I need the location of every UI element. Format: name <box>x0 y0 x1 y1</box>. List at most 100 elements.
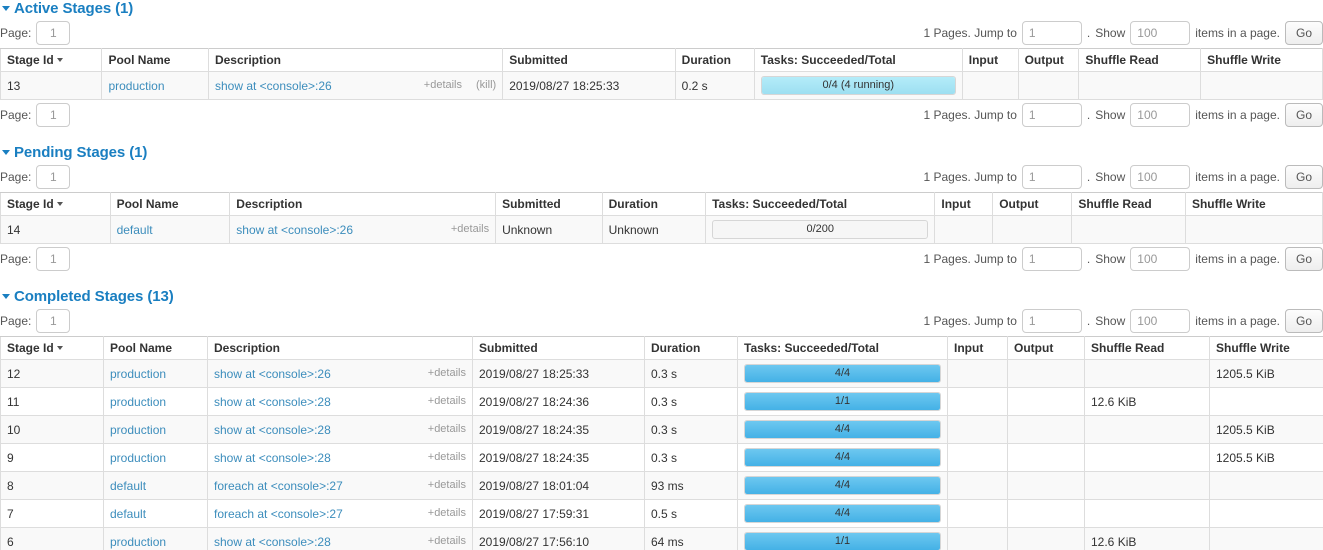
cell-description: +details foreach at <console>:27 <box>207 471 473 500</box>
column-header-submitted[interactable]: Submitted <box>495 192 603 216</box>
stage-description-link[interactable]: show at <console>:26 <box>236 222 354 237</box>
pool-name-link[interactable]: production <box>110 366 167 381</box>
column-header-tasks-succeeded-total[interactable]: Tasks: Succeeded/Total <box>737 336 948 360</box>
cell-shuffle-read: 12.6 KiB <box>1084 387 1210 416</box>
details-toggle[interactable]: +details <box>427 366 466 379</box>
page-number-input[interactable] <box>36 309 71 333</box>
jump-to-input[interactable] <box>1021 309 1082 333</box>
stage-description-link[interactable]: show at <console>:28 <box>214 534 331 549</box>
jump-to-input[interactable] <box>1021 103 1082 127</box>
column-header-description[interactable]: Description <box>207 48 504 72</box>
details-toggle[interactable]: +details <box>427 394 466 407</box>
details-toggle[interactable]: +details <box>427 478 466 491</box>
column-header-input[interactable]: Input <box>961 48 1019 72</box>
column-header-description[interactable]: Description <box>207 336 473 360</box>
details-toggle[interactable]: +details <box>427 506 466 519</box>
details-toggle[interactable]: +details <box>427 534 466 547</box>
table-row: 13 production (kill) +details show at <conso… <box>0 71 1323 100</box>
column-header-shuffle-read[interactable]: Shuffle Read <box>1078 48 1202 72</box>
jump-to-input[interactable] <box>1021 165 1082 189</box>
page-number-input[interactable] <box>36 103 71 127</box>
section-header-active[interactable]: Active Stages (1) <box>0 0 1323 18</box>
stage-description-link[interactable]: show at <console>:28 <box>214 450 331 465</box>
task-progress-fill <box>761 77 955 94</box>
cell-shuffle-write <box>1209 471 1323 500</box>
details-toggle[interactable]: +details <box>450 222 490 235</box>
items-per-page-input[interactable] <box>1130 165 1191 189</box>
pool-name-link[interactable]: production <box>110 534 167 549</box>
items-per-page-input[interactable] <box>1130 309 1191 333</box>
column-header-stage-id[interactable]: Stage Id <box>0 336 104 360</box>
pool-name-link[interactable]: default <box>116 222 153 237</box>
stage-description-link[interactable]: foreach at <console>:27 <box>214 506 343 521</box>
column-header-tasks-succeeded-total[interactable]: Tasks: Succeeded/Total <box>753 48 963 72</box>
page-number-input[interactable] <box>36 247 71 271</box>
stage-description-link[interactable]: show at <console>:26 <box>214 366 331 381</box>
column-header-stage-id[interactable]: Stage Id <box>0 48 103 72</box>
go-button[interactable]: Go <box>1284 247 1323 271</box>
column-header-shuffle-write[interactable]: Shuffle Write <box>1200 48 1323 72</box>
column-header-shuffle-write[interactable]: Shuffle Write <box>1209 336 1323 360</box>
cell-tasks-progress: 4/4 <box>737 471 948 500</box>
page-label: Page: <box>0 314 32 328</box>
section-header-completed[interactable]: Completed Stages (13) <box>0 288 1323 306</box>
stage-description-link[interactable]: foreach at <console>:27 <box>214 478 343 493</box>
column-header-output[interactable]: Output <box>992 192 1073 216</box>
kill-link[interactable]: (kill) <box>476 78 497 91</box>
items-per-page-input[interactable] <box>1130 21 1191 45</box>
column-header-tasks-succeeded-total[interactable]: Tasks: Succeeded/Total <box>705 192 936 216</box>
stages-table-pending: Stage Id Pool Name Description Submitted Dur… <box>0 192 1323 244</box>
column-header-input[interactable]: Input <box>947 336 1008 360</box>
column-header-duration[interactable]: Duration <box>644 336 738 360</box>
column-header-pool-name[interactable]: Pool Name <box>101 48 209 72</box>
cell-duration: Unknown <box>601 215 707 244</box>
column-header-submitted[interactable]: Submitted <box>472 336 645 360</box>
pool-name-link[interactable]: default <box>110 478 147 493</box>
sort-descending-icon <box>56 57 63 62</box>
column-header-label: Shuffle Read <box>1078 197 1152 211</box>
stage-description-link[interactable]: show at <console>:28 <box>214 422 331 437</box>
go-button[interactable]: Go <box>1284 309 1323 333</box>
items-per-page-input[interactable] <box>1130 103 1191 127</box>
page-number-input[interactable] <box>36 21 71 45</box>
column-header-stage-id[interactable]: Stage Id <box>0 192 111 216</box>
column-header-shuffle-read[interactable]: Shuffle Read <box>1071 192 1186 216</box>
column-header-label: Input <box>941 197 971 211</box>
page-number-input[interactable] <box>36 165 71 189</box>
stage-description-link[interactable]: show at <console>:28 <box>214 394 331 409</box>
cell-input <box>947 415 1008 444</box>
column-header-output[interactable]: Output <box>1017 48 1080 72</box>
pool-name-link[interactable]: production <box>110 394 167 409</box>
separator-dot: . <box>1086 170 1091 184</box>
pool-name-link[interactable]: production <box>110 422 167 437</box>
column-header-shuffle-write[interactable]: Shuffle Write <box>1184 192 1323 216</box>
details-toggle[interactable]: +details <box>427 422 466 435</box>
details-toggle[interactable]: +details <box>427 450 466 463</box>
task-progress-bar: 1/1 <box>744 392 941 411</box>
column-header-description[interactable]: Description <box>229 192 497 216</box>
go-button[interactable]: Go <box>1284 21 1323 45</box>
task-progress-label: 4/4 <box>834 423 851 435</box>
items-per-page-input[interactable] <box>1130 247 1191 271</box>
pool-name-link[interactable]: production <box>108 78 165 93</box>
details-toggle[interactable]: +details <box>423 78 463 91</box>
column-header-duration[interactable]: Duration <box>674 48 755 72</box>
column-header-duration[interactable]: Duration <box>601 192 707 216</box>
column-header-output[interactable]: Output <box>1007 336 1085 360</box>
pool-name-link[interactable]: production <box>110 450 167 465</box>
column-header-pool-name[interactable]: Pool Name <box>109 192 231 216</box>
cell-pool-name: production <box>101 71 209 100</box>
column-header-submitted[interactable]: Submitted <box>502 48 676 72</box>
stage-description-link[interactable]: show at <console>:26 <box>214 78 332 93</box>
column-header-input[interactable]: Input <box>934 192 994 216</box>
column-header-pool-name[interactable]: Pool Name <box>103 336 208 360</box>
go-button[interactable]: Go <box>1284 165 1323 189</box>
cell-duration: 93 ms <box>644 471 738 500</box>
section-header-pending[interactable]: Pending Stages (1) <box>0 144 1323 162</box>
column-header-shuffle-read[interactable]: Shuffle Read <box>1084 336 1210 360</box>
jump-to-input[interactable] <box>1021 21 1082 45</box>
go-button[interactable]: Go <box>1284 103 1323 127</box>
pool-name-link[interactable]: default <box>110 506 147 521</box>
jump-to-input[interactable] <box>1021 247 1082 271</box>
cell-shuffle-write: 1205.5 KiB <box>1209 359 1323 388</box>
